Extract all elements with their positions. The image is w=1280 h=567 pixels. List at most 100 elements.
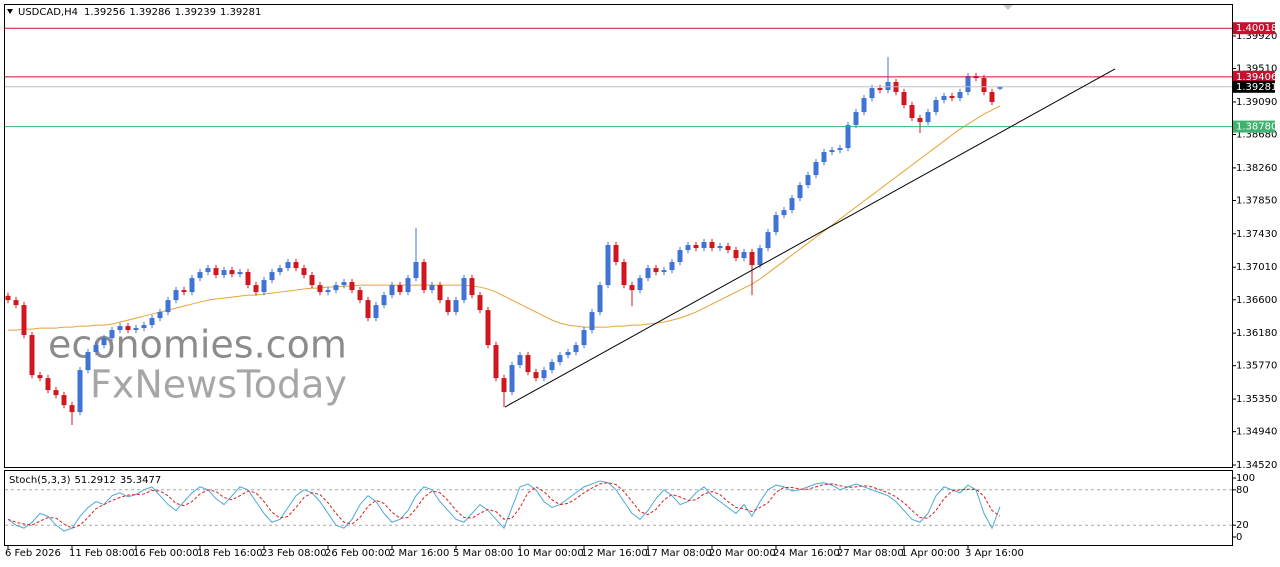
candle-body — [629, 285, 635, 291]
candle-body — [45, 378, 51, 391]
candle-body — [181, 290, 187, 293]
candle-body — [901, 92, 907, 106]
candle-body — [101, 338, 107, 346]
stoch-panel — [4, 470, 1233, 546]
last-price-box — [1233, 80, 1275, 93]
candle-body — [429, 285, 435, 291]
candle-body — [885, 82, 891, 91]
y-tick-label: 1.36180 — [1236, 328, 1277, 339]
x-tick-label: 1 Apr 00:00 — [901, 548, 960, 559]
x-tick-label: 18 Feb 16:00 — [197, 548, 263, 559]
x-tick-label: 17 Mar 08:00 — [645, 548, 712, 559]
candle-body — [213, 268, 219, 276]
candle-body — [421, 262, 427, 291]
candle-body — [781, 210, 787, 216]
candle-body — [557, 355, 563, 363]
candle-body — [237, 272, 243, 275]
x-tick-label: 24 Mar 16:00 — [773, 548, 840, 559]
candle-body — [741, 252, 747, 259]
candle-body — [5, 295, 11, 301]
candle-body — [965, 76, 971, 93]
candle-body — [813, 162, 819, 176]
candle-body — [389, 285, 395, 296]
x-tick-label: 16 Feb 00:00 — [133, 548, 199, 559]
y-tick-label: 1.37430 — [1236, 229, 1277, 240]
candle-body — [453, 300, 459, 313]
low-value: 1.39239 — [175, 7, 216, 18]
candle-body — [109, 330, 115, 339]
x-tick-label: 11 Feb 08:00 — [69, 548, 135, 559]
candle-body — [837, 148, 843, 151]
x-tick-label: 20 Mar 00:00 — [709, 548, 776, 559]
candle-body — [645, 268, 651, 279]
candle-body — [445, 300, 451, 313]
candle-body — [677, 250, 683, 263]
candle-body — [989, 92, 995, 103]
candle-body — [773, 215, 779, 233]
candle-body — [605, 245, 611, 286]
candle-body — [661, 270, 667, 273]
candle-body — [765, 232, 771, 249]
candle-body — [133, 328, 139, 331]
candle-body — [13, 300, 19, 306]
y-tick-label: 80 — [1236, 485, 1249, 496]
y-tick-label: 1.39920 — [1236, 31, 1277, 42]
candle-body — [589, 312, 595, 331]
candle-body — [21, 305, 27, 336]
candle-body — [93, 345, 99, 353]
candle-body — [357, 290, 363, 301]
stoch-line — [7, 480, 1001, 532]
candle-body — [701, 242, 707, 249]
watermark: FxNewsToday — [90, 363, 347, 407]
candle-body — [925, 112, 931, 123]
x-tick-label: 5 Mar 08:00 — [453, 548, 513, 559]
candle-body — [341, 282, 347, 286]
candle-body — [165, 300, 171, 313]
candle-body — [621, 262, 627, 286]
candle-body — [85, 352, 91, 371]
candle-body — [37, 375, 43, 379]
candle-body — [957, 92, 963, 99]
stoch-header: Stoch(5,3,3) 51.2912 35.3477 — [9, 475, 161, 486]
trendline — [504, 68, 1116, 408]
price-level-label: 1.38780 — [1236, 122, 1277, 133]
y-tick-label: 1.39510 — [1236, 64, 1277, 75]
candle-body — [397, 285, 403, 293]
y-tick-label: 1.38680 — [1236, 130, 1277, 141]
menu-arrow[interactable] — [7, 9, 13, 14]
y-tick-label: 1.37010 — [1236, 262, 1277, 273]
high-value: 1.39286 — [129, 7, 170, 18]
candle-body — [853, 112, 859, 125]
stoch-k-value: 51.2912 — [74, 475, 115, 486]
candle-body — [525, 355, 531, 373]
candle-body — [229, 270, 235, 275]
candle-body — [157, 312, 163, 319]
candle-body — [613, 245, 619, 263]
candle-body — [725, 246, 731, 251]
candle-body — [757, 248, 763, 266]
chart-header: USDCAD,H4 1.39256 1.39286 1.39239 1.39281 — [18, 7, 261, 18]
candle-body — [941, 95, 947, 101]
candle-body — [301, 268, 307, 276]
candle-body — [501, 378, 507, 393]
candle-body — [533, 372, 539, 379]
candle-body — [189, 278, 195, 293]
candle-body — [877, 88, 883, 91]
candle-body — [493, 345, 499, 379]
candle-body — [693, 245, 699, 249]
y-tick-label: 20 — [1236, 520, 1249, 531]
candle-body — [637, 278, 643, 291]
price-level-box — [1233, 70, 1275, 83]
candle-body — [789, 198, 795, 211]
candle-body — [917, 118, 923, 123]
candle-body — [125, 326, 131, 331]
x-tick-label: 23 Feb 08:00 — [261, 548, 327, 559]
open-value: 1.39256 — [84, 7, 125, 18]
candle-body — [149, 318, 155, 326]
candle-body — [821, 152, 827, 163]
candle-body — [909, 105, 915, 119]
symbol: USDCAD,H4 — [18, 7, 78, 18]
stoch-line — [7, 482, 1001, 529]
candle-body — [933, 100, 939, 113]
